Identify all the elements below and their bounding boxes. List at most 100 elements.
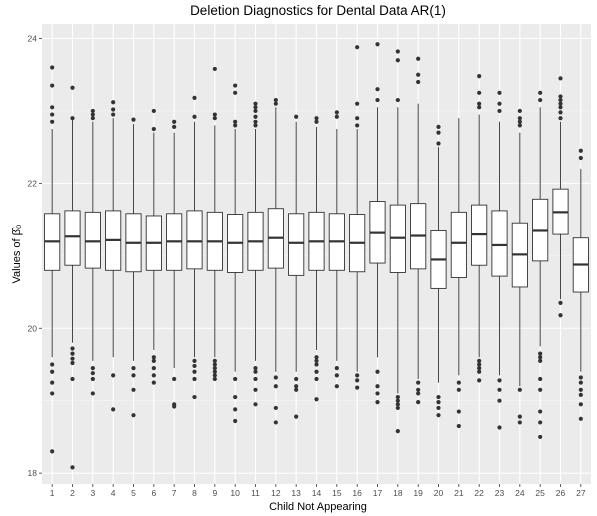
outlier-point [497,378,502,383]
outlier-point [395,398,400,403]
outlier-point [477,369,482,374]
outlier-point [192,363,197,369]
x-tick-label: 3 [90,488,95,498]
outlier-point [50,380,55,385]
outlier-point [50,369,55,374]
box-23 [491,90,508,430]
outlier-point [233,83,238,88]
outlier-point [497,398,502,403]
outlier-point [497,425,502,430]
x-tick-label: 24 [515,488,525,498]
y-tick-label: 24 [28,33,38,43]
x-tick-label: 12 [271,488,281,498]
outlier-point [538,434,543,440]
x-tick-label: 20 [434,488,444,498]
outlier-point [395,402,400,407]
outlier-point [375,384,380,389]
outlier-point [212,365,217,371]
outlier-point [50,449,55,454]
outlier-point [395,429,400,434]
outlier-point [436,130,441,135]
outlier-point [90,371,95,376]
outlier-point [436,141,441,146]
box-15 [328,110,345,389]
outlier-point [273,420,278,425]
outlier-point [538,376,543,382]
outlier-point [416,400,421,405]
outlier-point [477,358,482,363]
outlier-point [212,369,217,374]
outlier-point [70,376,75,382]
outlier-point [131,373,136,378]
box-2 [64,85,81,470]
outlier-point [558,313,563,318]
x-tick-label: 10 [230,488,240,498]
outlier-point [212,112,217,117]
outlier-point [70,356,75,361]
outlier-point [253,119,258,124]
x-tick-label: 1 [50,488,55,498]
outlier-point [395,394,400,400]
box-7 [166,119,183,409]
y-tick-label: 22 [28,178,38,188]
outlier-point [456,423,461,429]
box-19 [410,56,427,405]
outlier-point [355,373,360,378]
outlier-point [233,123,238,128]
outlier-point [375,42,380,47]
outlier-point [253,123,258,128]
outlier-point [334,384,339,389]
outlier-point [70,85,75,90]
outlier-point [517,414,522,419]
outlier-point [517,387,522,392]
outlier-point [477,365,482,371]
outlier-point [294,376,299,382]
x-tick-label: 6 [151,488,156,498]
box-9 [206,66,223,382]
outlier-point [355,123,360,128]
x-tick-label: 16 [352,488,362,498]
outlier-point [477,101,482,106]
x-tick-label: 8 [192,488,197,498]
x-tick-label: 14 [312,488,322,498]
outlier-point [50,391,55,396]
outlier-point [314,376,319,382]
outlier-point [253,101,258,106]
outlier-point [192,394,197,400]
outlier-point [314,119,319,124]
outlier-point [477,74,482,79]
outlier-point [314,362,319,367]
outlier-point [212,373,217,378]
outlier-point [558,76,563,81]
outlier-point [151,380,156,385]
box-13 [288,114,305,419]
outlier-point [578,416,583,421]
box-8 [186,95,203,400]
outlier-point [253,376,258,382]
outlier-point [233,407,238,412]
box-5 [125,117,142,418]
outlier-point [70,116,75,121]
outlier-point [151,358,156,363]
outlier-point [70,351,75,356]
box-20 [430,124,447,418]
outlier-point [192,114,197,119]
outlier-point [253,387,258,392]
x-tick-label: 25 [535,488,545,498]
outlier-point [538,351,543,356]
outlier-point [50,112,55,117]
outlier-point [517,420,522,425]
box-27 [572,148,589,421]
outlier-point [558,300,563,305]
box-17 [369,42,386,405]
boxes-layer [44,42,589,470]
outlier-point [151,126,156,132]
outlier-point [50,362,55,367]
outlier-point [558,94,563,99]
outlier-point [538,358,543,363]
outlier-point [273,405,278,411]
outlier-point [212,358,217,363]
outlier-point [50,119,55,124]
box-iqr [491,210,508,277]
box-22 [471,74,488,383]
